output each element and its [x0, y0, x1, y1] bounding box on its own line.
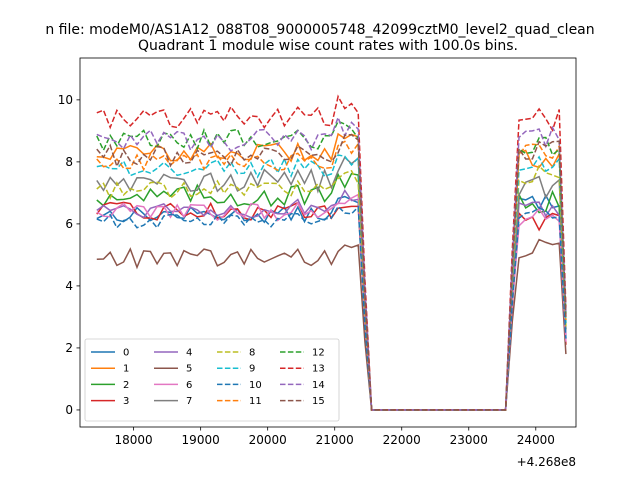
axes: 18000 19000 20000 21000 22000 23000 24000 0 2 4 6 8…	[58, 57, 577, 447]
series-line-15	[96, 133, 567, 411]
legend-label: 14	[312, 380, 325, 391]
y-tick-label: 2	[65, 341, 73, 355]
legend-label: 1	[123, 364, 129, 375]
x-tick-label: 18000	[115, 433, 153, 447]
x-tick-label: 20000	[249, 433, 287, 447]
legend-label: 3	[123, 396, 129, 407]
chart-title: Quadrant 1 module wise count rates with …	[138, 38, 518, 54]
legend-label: 8	[249, 348, 255, 359]
legend-label: 6	[186, 380, 192, 391]
x-tick-label: 23000	[450, 433, 488, 447]
y-tick-label: 8	[65, 155, 73, 169]
legend-label: 2	[123, 380, 129, 391]
legend-label: 11	[249, 396, 262, 407]
y-tick-label: 4	[65, 279, 73, 293]
series-lines	[96, 94, 567, 411]
legend-label: 15	[312, 396, 325, 407]
axes-frame	[79, 57, 577, 428]
x-tick-label: 19000	[182, 433, 220, 447]
x-tick-label: 24000	[517, 433, 555, 447]
y-tick-label: 10	[58, 93, 73, 107]
legend-label: 4	[186, 348, 192, 359]
x-offset-label: +4.268e8	[517, 455, 576, 469]
legend-label: 7	[186, 396, 192, 407]
legend-label: 10	[249, 380, 262, 391]
legend-label: 9	[249, 364, 255, 375]
legend-label: 13	[312, 364, 325, 375]
y-tick-label: 0	[65, 403, 73, 417]
legend-box	[84, 338, 340, 422]
x-tick-label: 22000	[383, 433, 421, 447]
x-tick-label: 21000	[316, 433, 354, 447]
legend-label: 5	[186, 364, 192, 375]
y-tick-label: 6	[65, 217, 73, 231]
legend-label: 0	[123, 348, 129, 359]
figure-suptitle: n file: modeM0/AS1A12_088T08_9000005748_…	[45, 22, 594, 38]
legend-label: 12	[312, 348, 325, 359]
